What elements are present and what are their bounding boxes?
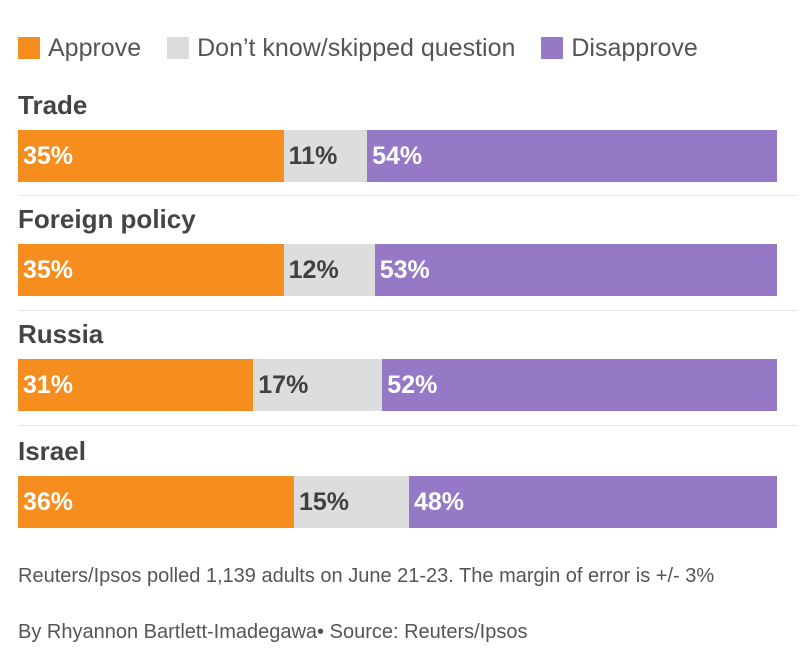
category-label-trade: Trade bbox=[18, 90, 88, 120]
data-label-disapprove: 54% bbox=[372, 142, 423, 170]
category-label-israel: Israel bbox=[18, 436, 86, 466]
legend-item-dont-know: Don’t know/skipped question bbox=[167, 34, 515, 63]
bar-segment-disapprove: 53% bbox=[374, 244, 777, 296]
bar-segment-dont-know: 12% bbox=[283, 244, 375, 296]
data-label-dont-know: 11% bbox=[288, 142, 338, 170]
data-label-approve: 35% bbox=[23, 256, 74, 284]
legend-item-approve: Approve bbox=[18, 34, 141, 63]
bar-segment-approve: 31% bbox=[18, 359, 254, 411]
legend-swatch-disapprove bbox=[541, 37, 564, 59]
category-label-foreign-policy: Foreign policy bbox=[18, 204, 196, 234]
data-label-disapprove: 53% bbox=[379, 256, 430, 284]
footnote: Reuters/Ipsos polled 1,139 adults on Jun… bbox=[18, 565, 715, 587]
group-israel: Israel 36% 15% 48% bbox=[18, 434, 778, 528]
group-russia: Russia 31% 17% 52% bbox=[18, 317, 778, 411]
stacked-bar-trade: 35% 11% 54% bbox=[18, 130, 777, 182]
data-label-disapprove: 52% bbox=[387, 371, 438, 399]
legend-label-approve: Approve bbox=[48, 33, 142, 62]
data-label-dont-know: 17% bbox=[258, 371, 309, 399]
data-label-dont-know: 15% bbox=[299, 488, 350, 516]
bar-segment-disapprove: 48% bbox=[409, 476, 777, 528]
bar-segment-disapprove: 52% bbox=[382, 359, 777, 411]
legend-label-disapprove: Disapprove bbox=[571, 33, 698, 62]
legend-swatch-dont-know bbox=[167, 37, 190, 59]
data-label-approve: 36% bbox=[23, 488, 74, 516]
category-label-russia: Russia bbox=[18, 319, 104, 349]
legend-swatch-approve bbox=[18, 37, 40, 59]
stacked-bar-foreign-policy: 35% 12% 53% bbox=[18, 244, 777, 296]
credit-line: By Rhyannon Bartlett-Imadegawa• Source: … bbox=[18, 621, 528, 643]
group-trade: Trade 35% 11% 54% bbox=[18, 88, 778, 182]
data-label-dont-know: 12% bbox=[288, 256, 339, 284]
group-foreign-policy: Foreign policy 35% 12% 53% bbox=[18, 202, 778, 296]
data-label-disapprove: 48% bbox=[414, 488, 465, 516]
bar-segment-approve: 35% bbox=[18, 130, 284, 182]
data-label-approve: 35% bbox=[23, 142, 74, 170]
stacked-bar-israel: 36% 15% 48% bbox=[18, 476, 777, 528]
bar-segment-approve: 35% bbox=[18, 244, 284, 296]
legend-item-disapprove: Disapprove bbox=[541, 33, 698, 63]
bar-segment-dont-know: 17% bbox=[253, 359, 383, 411]
bar-segment-dont-know: 11% bbox=[283, 130, 368, 182]
stacked-bar-russia: 31% 17% 52% bbox=[18, 359, 777, 411]
bar-segment-dont-know: 15% bbox=[294, 476, 409, 528]
legend-label-dont-know: Don’t know/skipped question bbox=[197, 33, 516, 62]
row-divider bbox=[18, 425, 798, 426]
chart-legend: Approve Don’t know/skipped question Disa… bbox=[18, 32, 724, 64]
data-label-approve: 31% bbox=[23, 371, 74, 399]
row-divider bbox=[18, 310, 798, 311]
row-divider bbox=[18, 195, 798, 196]
bar-segment-disapprove: 54% bbox=[367, 130, 777, 182]
bar-segment-approve: 36% bbox=[18, 476, 294, 528]
